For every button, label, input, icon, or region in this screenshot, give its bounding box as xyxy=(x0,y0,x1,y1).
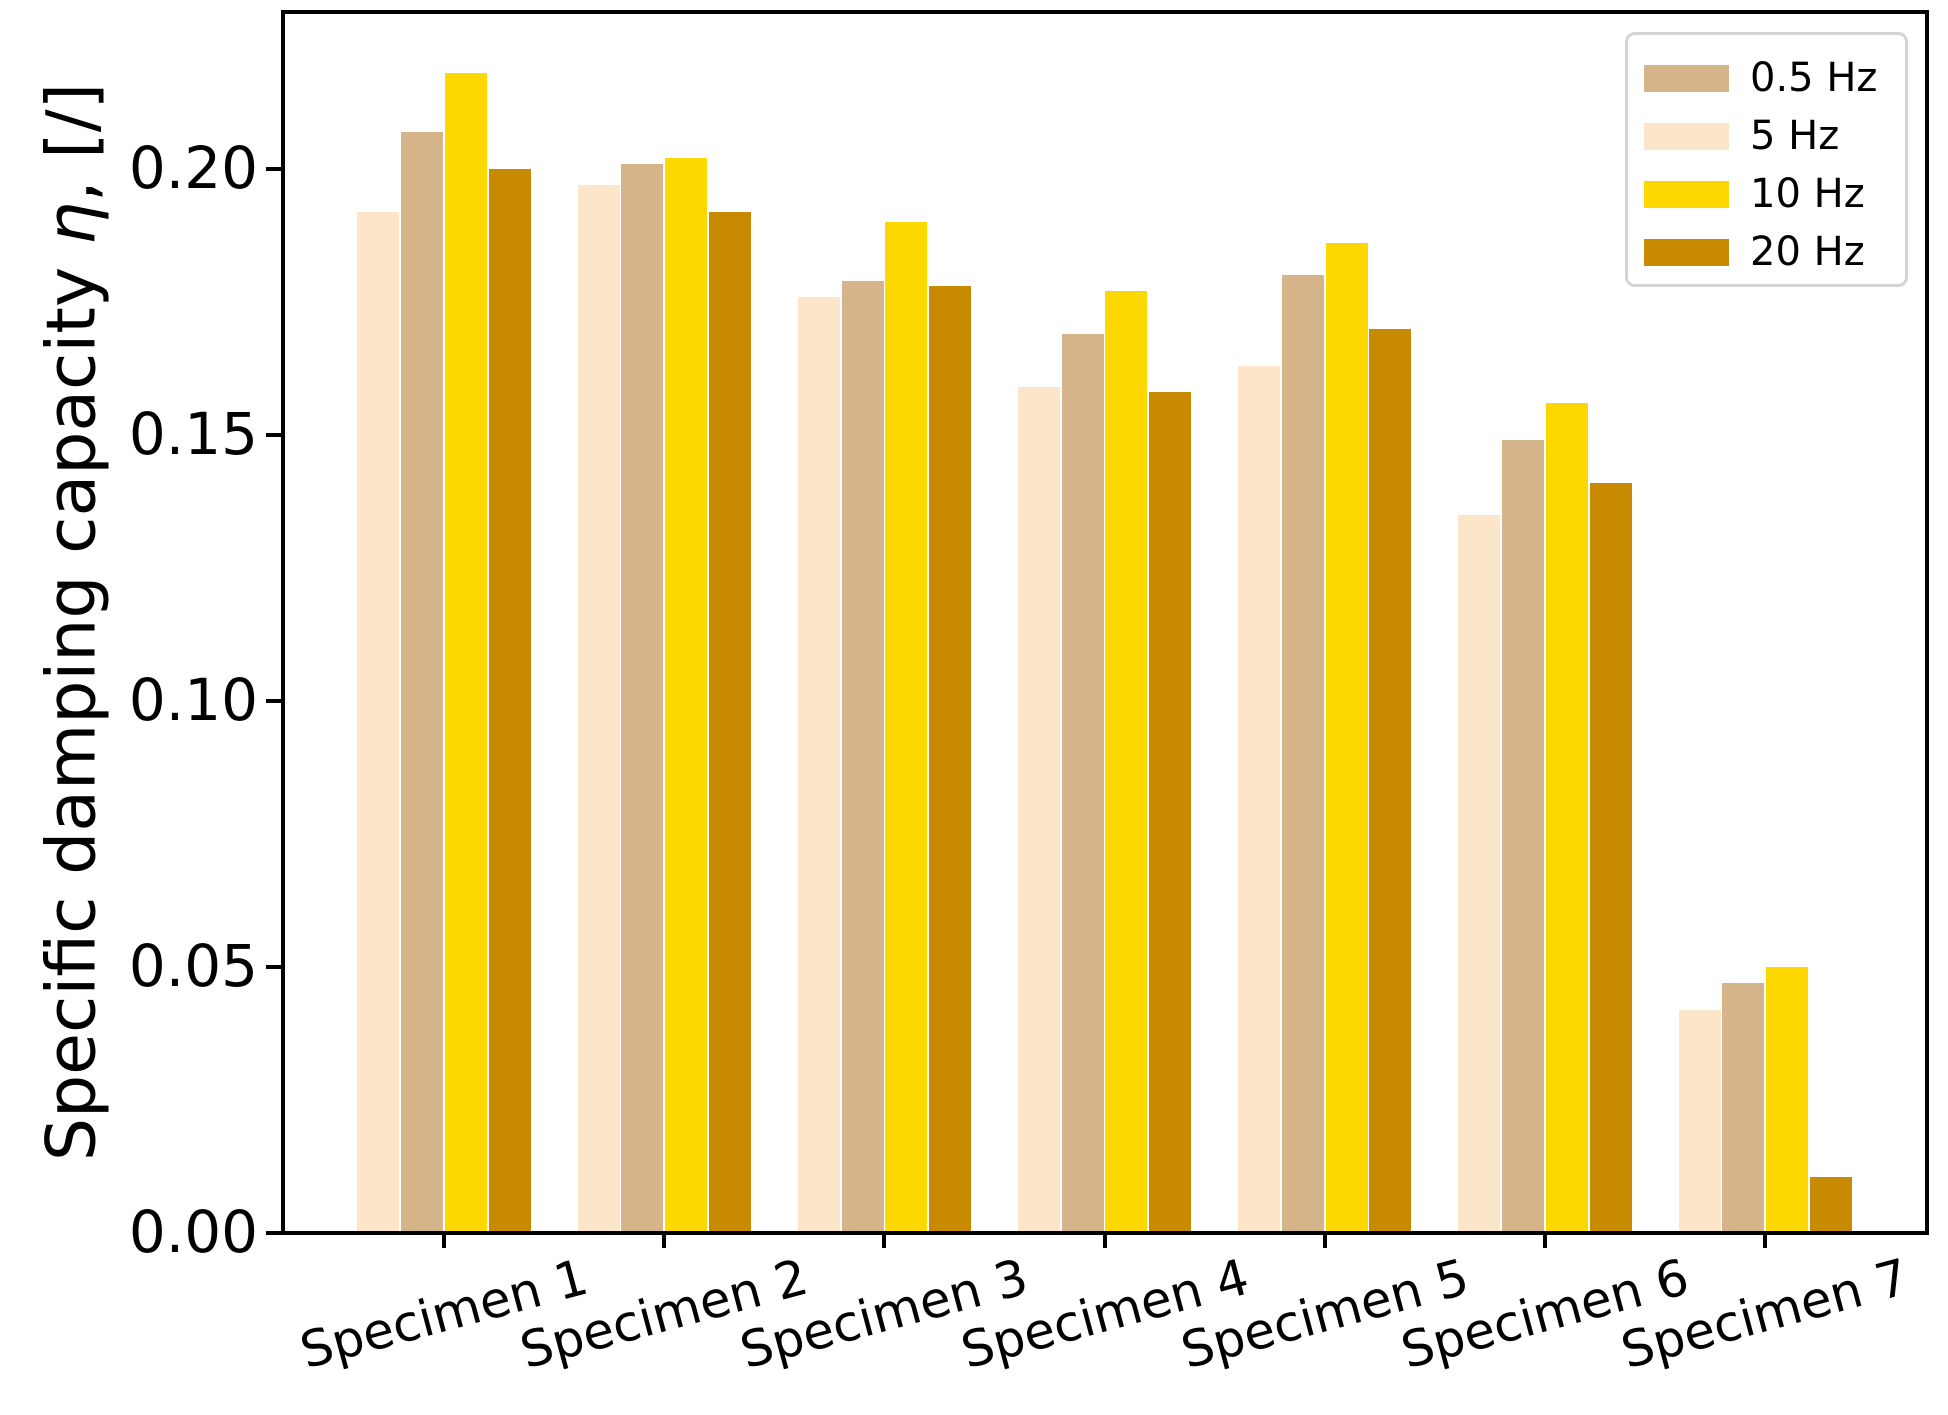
bar-specimen-6-10hz xyxy=(1545,403,1588,1233)
x-tick-2 xyxy=(662,1233,667,1248)
x-tick-1 xyxy=(442,1233,446,1248)
legend-swatch-0.5hz xyxy=(1644,64,1729,92)
x-tick-4 xyxy=(1102,1233,1107,1248)
y-tick-0.05 xyxy=(266,965,281,969)
bar-specimen-6-5hz xyxy=(1458,515,1501,1233)
legend-swatch-10hz xyxy=(1644,180,1729,208)
bar-specimen-3-10hz xyxy=(885,222,928,1233)
y-tick-0.20 xyxy=(266,167,281,171)
bar-specimen-7-10hz xyxy=(1766,967,1809,1233)
bar-specimen-2-10hz xyxy=(665,158,708,1233)
y-tick-0.00 xyxy=(266,1231,281,1235)
bar-specimen-3-5hz xyxy=(797,297,840,1233)
y-tick-0.10 xyxy=(266,699,281,703)
x-tick-3 xyxy=(882,1233,887,1248)
legend-label-0.5hz: 0.5 Hz xyxy=(1750,55,1878,101)
bar-specimen-4-5hz xyxy=(1018,387,1061,1233)
legend-label-10hz: 10 Hz xyxy=(1750,171,1865,217)
bar-specimen-6-20hz xyxy=(1589,483,1632,1233)
eta-symbol: η xyxy=(32,202,112,246)
y-tick-label-0.20: 0.20 xyxy=(128,134,258,202)
bar-specimen-7-5hz xyxy=(1678,1010,1721,1233)
bar-specimen-7-0.5hz xyxy=(1722,983,1765,1233)
bar-specimen-2-0.5hz xyxy=(621,164,664,1233)
legend-label-5hz: 5 Hz xyxy=(1750,113,1840,159)
y-tick-0.15 xyxy=(266,433,281,437)
bar-specimen-1-10hz xyxy=(444,73,487,1233)
bar-specimen-1-20hz xyxy=(488,169,531,1233)
bar-specimen-4-20hz xyxy=(1149,392,1192,1233)
bar-specimen-5-20hz xyxy=(1369,329,1412,1233)
legend-row-0.5hz: 0.5 Hz xyxy=(1644,49,1905,107)
bar-specimen-7-20hz xyxy=(1809,1177,1852,1233)
x-tick-7 xyxy=(1763,1233,1768,1248)
y-tick-label-0.00: 0.00 xyxy=(128,1198,258,1266)
bar-specimen-4-10hz xyxy=(1105,291,1148,1233)
bar-specimen-3-20hz xyxy=(928,286,971,1233)
bar-specimen-5-0.5hz xyxy=(1281,275,1324,1233)
bar-specimen-1-5hz xyxy=(357,212,400,1233)
bar-specimen-4-0.5hz xyxy=(1061,334,1104,1233)
x-tick-5 xyxy=(1322,1233,1327,1248)
legend-swatch-5hz xyxy=(1644,122,1729,150)
legend-label-20hz: 20 Hz xyxy=(1750,229,1865,275)
legend-row-20hz: 20 Hz xyxy=(1644,223,1905,281)
bar-specimen-5-10hz xyxy=(1325,243,1368,1233)
bar-specimen-2-20hz xyxy=(708,212,751,1233)
bar-specimen-6-0.5hz xyxy=(1502,440,1545,1233)
y-tick-label-0.10: 0.10 xyxy=(128,666,258,734)
bar-specimen-2-5hz xyxy=(577,185,620,1233)
x-tick-6 xyxy=(1543,1233,1547,1248)
y-tick-label-0.05: 0.05 xyxy=(128,932,258,1000)
y-tick-label-0.15: 0.15 xyxy=(128,400,258,468)
legend-swatch-20hz xyxy=(1644,238,1729,266)
legend-row-10hz: 10 Hz xyxy=(1644,165,1905,223)
legend: 0.5 Hz 5 Hz 10 Hz 20 Hz xyxy=(1625,32,1908,287)
bar-specimen-1-0.5hz xyxy=(401,132,444,1233)
legend-row-5hz: 5 Hz xyxy=(1644,107,1905,165)
bar-specimen-3-0.5hz xyxy=(841,281,884,1233)
y-axis-title: Specific damping capacity η, [/] xyxy=(33,83,112,1161)
bar-specimen-5-5hz xyxy=(1238,366,1281,1233)
